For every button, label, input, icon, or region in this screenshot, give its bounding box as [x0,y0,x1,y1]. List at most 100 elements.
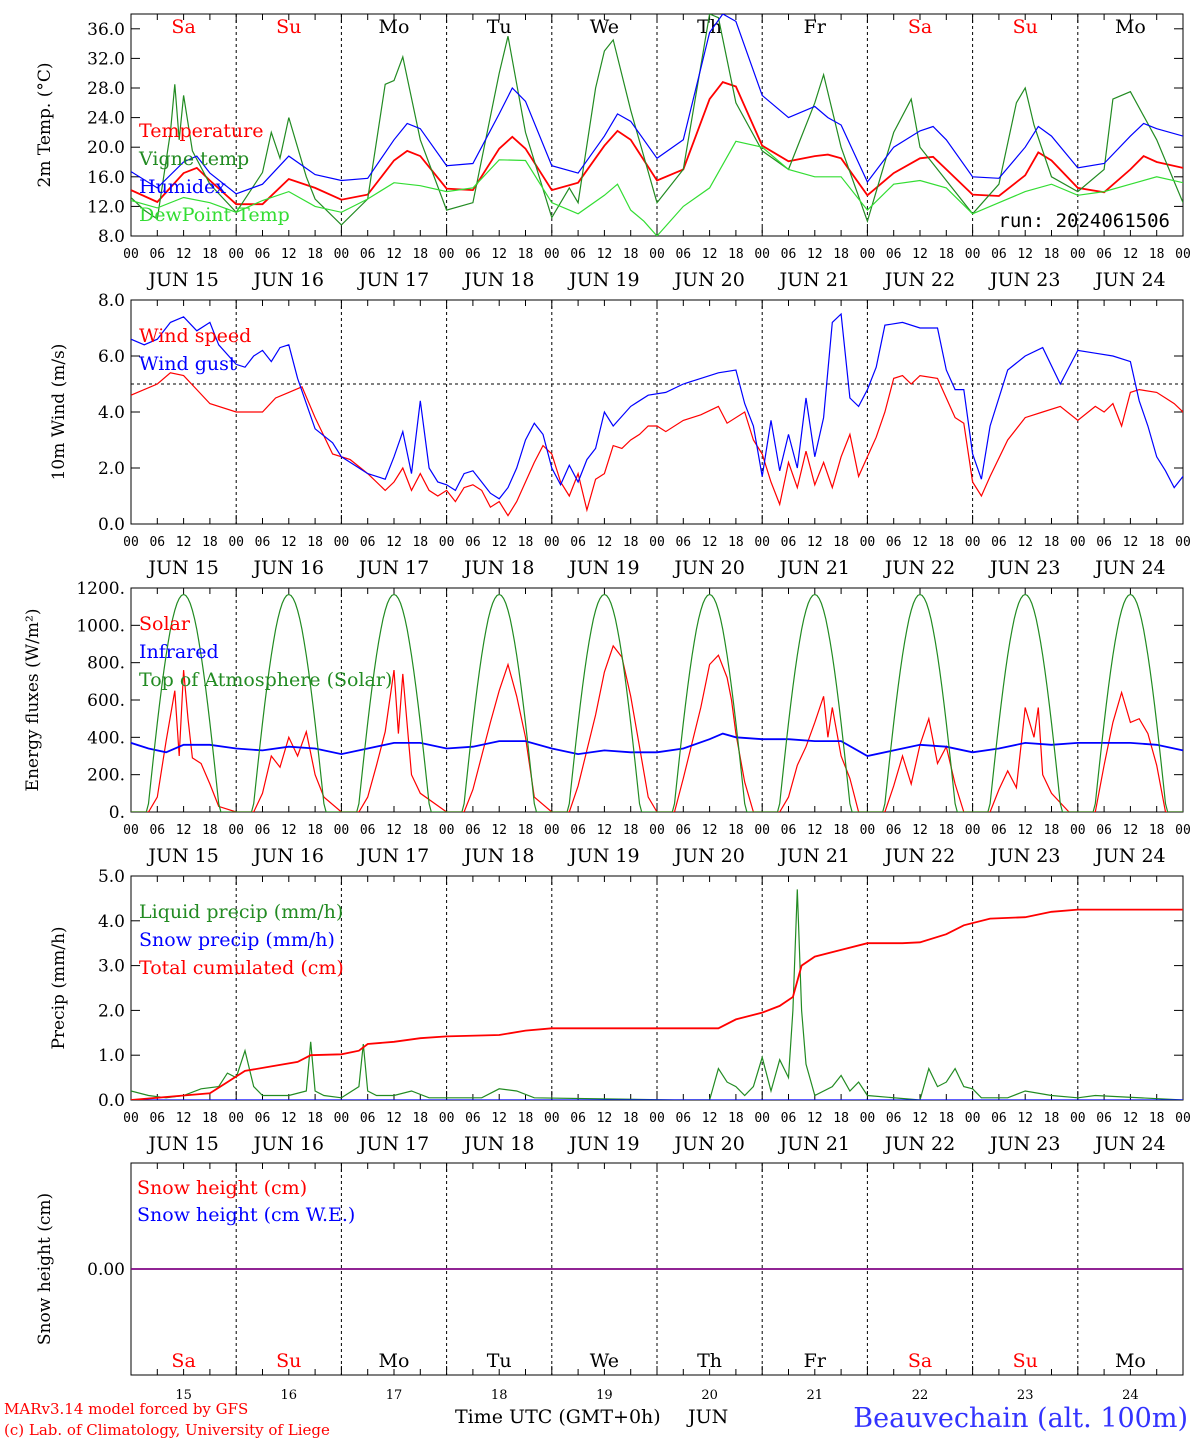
hour-tick-label: 00 [1070,1111,1086,1126]
day-number-label: 21 [807,1388,824,1403]
hour-tick-label: 06 [255,1111,271,1126]
hour-tick-label: 18 [938,535,954,550]
temperature-panel: 8.0 12.0 16.0 20.0 24.0 28.0 32.0 36.0 2m Temp. … [35,13,1191,291]
hour-tick-label: 18 [518,247,534,262]
hour-tick-label: 00 [439,1111,455,1126]
date-label: JUN 22 [883,845,955,867]
hour-tick-label: 12 [597,1111,613,1126]
hour-tick-label: 06 [991,1111,1007,1126]
date-label: JUN 19 [567,1133,639,1155]
y-tick-label: 5.0 [98,867,125,887]
snow-panel: 0.00 Snow height (cm) Sa 15 Su 16 Mo 17 Tu 18 We 19… [35,1162,1184,1403]
date-label: JUN 20 [672,557,744,579]
day-abbr-label: Mo [379,16,410,38]
date-label: JUN 24 [1093,269,1165,291]
hour-tick-label: 18 [833,1111,849,1126]
hour-tick-label: 18 [728,823,744,838]
day-abbr-label: Mo [379,1350,410,1372]
hour-tick-label: 18 [623,1111,639,1126]
station-label: Beauvechain (alt. 100m) [853,1403,1188,1434]
date-label: JUN 15 [146,845,218,867]
date-label: JUN 23 [988,269,1060,291]
hour-tick-label: 12 [386,1111,402,1126]
y-tick-label: 2.0 [98,459,125,479]
y-tick-label: 0.00 [87,1260,125,1280]
date-label: JUN 23 [988,557,1060,579]
y-tick-label: 400. [87,728,125,748]
hour-tick-label: 06 [255,247,271,262]
series-dewpoint-temp [131,140,1183,236]
day-abbr-label: Tu [487,16,512,38]
hour-tick-label: 12 [176,535,192,550]
day-abbr-label: We [590,16,619,38]
day-abbr-label: Sa [171,1350,195,1372]
date-label: JUN 15 [146,1133,218,1155]
day-abbr-label: Mo [1115,16,1146,38]
hour-tick-label: 12 [1123,823,1139,838]
hour-tick-label: 00 [860,823,876,838]
date-label: JUN 23 [988,1133,1060,1155]
hour-tick-label: 12 [702,535,718,550]
hour-tick-label: 06 [360,823,376,838]
hour-tick-label: 18 [1044,535,1060,550]
hour-tick-label: 00 [860,247,876,262]
hour-tick-label: 06 [1096,535,1112,550]
hour-tick-label: 06 [360,535,376,550]
series-group [131,593,1183,812]
day-abbr-label: Fr [804,16,827,38]
date-label: JUN 16 [252,1133,324,1155]
hour-tick-label: 00 [123,247,139,262]
date-label: JUN 17 [357,557,429,579]
day-abbr-label: Su [1013,1350,1038,1372]
hour-tick-label: 06 [570,247,586,262]
y-tick-label: 1.0 [98,1046,125,1066]
hour-tick-label: 12 [176,823,192,838]
hour-tick-label: 12 [176,1111,192,1126]
hour-tick-label: 18 [1044,1111,1060,1126]
hour-tick-label: 18 [202,247,218,262]
hour-tick-label: 12 [1123,535,1139,550]
hour-tick-label: 18 [202,1111,218,1126]
y-tick-label: 16.0 [87,168,125,188]
hour-tick-label: 06 [465,535,481,550]
hour-tick-label: 06 [886,823,902,838]
y-tick-label: 8.0 [98,291,125,311]
legend-entry: Wind gust [139,353,237,375]
day-abbr-label: Sa [171,16,195,38]
y-tick-label: 6.0 [98,347,125,367]
hour-tick-label: 00 [649,823,665,838]
month-label: JUN [686,1406,728,1428]
hour-tick-label: 00 [754,1111,770,1126]
hour-tick-label: 12 [491,247,507,262]
hour-tick-label: 06 [465,247,481,262]
date-label: JUN 18 [462,845,534,867]
hour-tick-label: 06 [149,823,165,838]
series-wind-gust [131,312,1183,500]
hour-tick-label: 12 [491,1111,507,1126]
y-tick-label: 3.0 [98,957,125,977]
date-label: JUN 20 [672,1133,744,1155]
hour-tick-label: 12 [807,1111,823,1126]
hour-tick-label: 06 [781,1111,797,1126]
hour-tick-label: 00 [965,823,981,838]
hour-tick-label: 00 [228,823,244,838]
hour-tick-label: 06 [149,1111,165,1126]
y-tick-label: 28.0 [87,79,125,99]
hour-tick-label: 12 [1017,535,1033,550]
series-solar [131,644,1183,812]
hour-tick-label: 12 [597,823,613,838]
hour-tick-label: 00 [439,247,455,262]
hour-tick-label: 00 [860,1111,876,1126]
hour-tick-label: 00 [965,535,981,550]
date-label: JUN 15 [146,557,218,579]
hour-tick-label: 18 [728,1111,744,1126]
hour-tick-label: 12 [1123,247,1139,262]
y-tick-label: 8.0 [98,227,125,247]
date-label: JUN 18 [462,557,534,579]
hour-tick-label: 18 [623,247,639,262]
hour-tick-label: 12 [491,535,507,550]
hour-tick-label: 06 [675,535,691,550]
hour-tick-label: 06 [675,1111,691,1126]
y-tick-label: 0. [109,803,125,823]
day-abbr-label: Su [276,16,301,38]
